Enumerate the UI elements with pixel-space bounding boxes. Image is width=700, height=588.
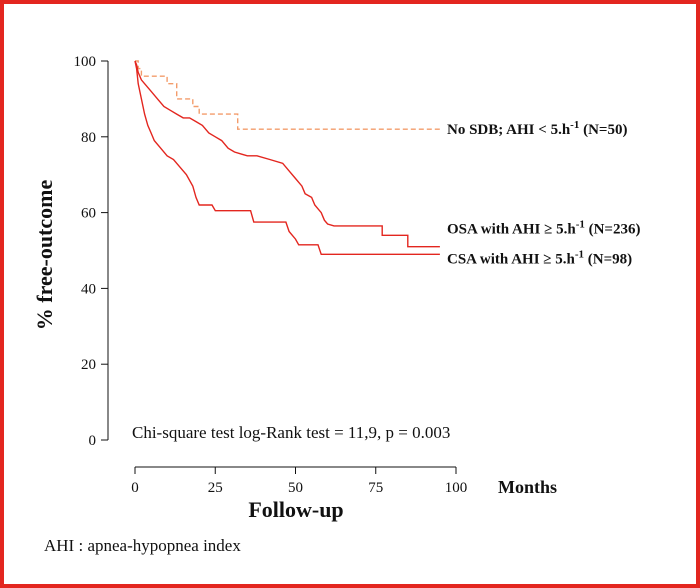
log-rank-annotation: Chi-square test log-Rank test = 11,9, p … [132,423,450,442]
series-label-2: CSA with AHI ≥ 5.h-1 (N=98) [447,248,632,267]
y-axis-title: % free-outcome [32,180,57,331]
series-label-0: No SDB; AHI < 5.h-1 (N=50) [447,119,627,138]
x-tick-label-0: 0 [131,480,139,496]
y-tick-label-0: 0 [89,433,97,449]
y-tick-label-20: 20 [81,357,96,373]
x-axis-title: Follow-up [248,497,343,522]
series-line-2 [134,60,440,255]
y-tick-label-40: 40 [81,281,96,297]
series-label-1: OSA with AHI ≥ 5.h-1 (N=236) [447,219,640,238]
y-tick-label-60: 60 [81,206,96,222]
x-unit-label: Months [498,477,557,497]
footnote: AHI : apnea-hypopnea index [44,536,241,555]
y-tick-label-100: 100 [74,54,97,70]
y-tick-label-80: 80 [81,130,96,146]
x-tick-label-75: 75 [368,480,383,496]
series-labels: No SDB; AHI < 5.h-1 (N=50) OSA with AHI ≥… [447,119,640,267]
series-line-1 [134,60,440,248]
axes: 0 20 40 60 80 100 0 25 50 75 100 [74,54,468,496]
x-tick-label-25: 25 [208,480,223,496]
series-line-0 [135,60,440,130]
x-tick-label-100: 100 [445,480,468,496]
x-tick-label-50: 50 [288,480,303,496]
survival-curves [134,60,440,255]
